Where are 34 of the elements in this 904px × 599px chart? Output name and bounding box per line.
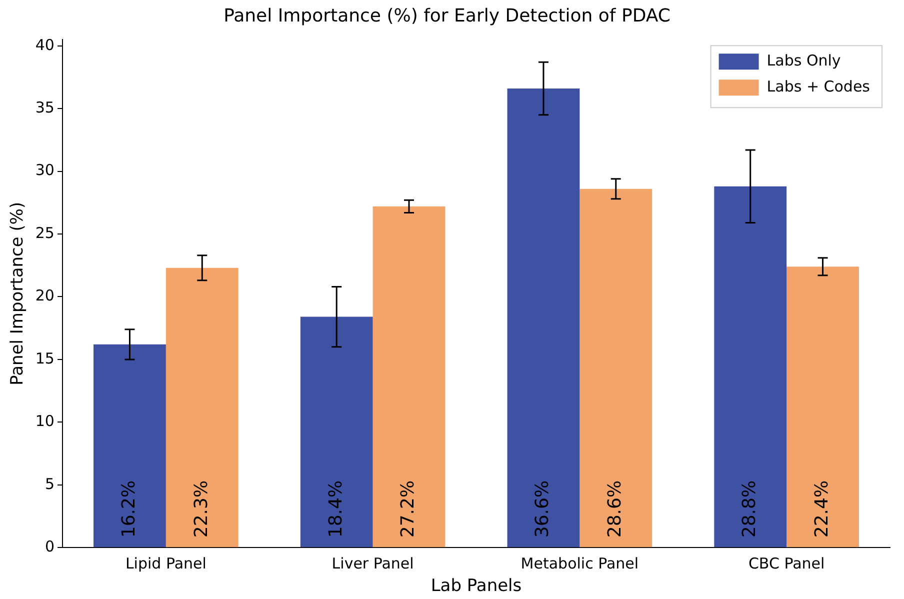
- x-tick-label: CBC Panel: [748, 554, 825, 572]
- data-label: 27.2%: [398, 480, 419, 538]
- legend-label: Labs Only: [766, 51, 841, 70]
- chart-title: Panel Importance (%) for Early Detection of PDAC: [224, 5, 670, 26]
- x-tick-label: Lipid Panel: [125, 554, 206, 572]
- y-tick-label: 30: [35, 161, 54, 180]
- bar: [300, 316, 373, 548]
- y-tick-label: 10: [35, 412, 54, 430]
- data-label: 18.4%: [325, 480, 346, 538]
- bar: [507, 88, 580, 548]
- y-tick-label: 20: [35, 286, 54, 305]
- data-label: 22.3%: [190, 480, 212, 538]
- x-tick-label: Liver Panel: [332, 554, 414, 572]
- data-label: 28.6%: [604, 480, 626, 538]
- y-axis-title: Panel Importance (%): [8, 202, 28, 386]
- legend-label: Labs + Codes: [766, 77, 870, 96]
- data-label: 22.4%: [811, 480, 832, 538]
- y-tick-label: 0: [44, 537, 54, 556]
- data-label: 36.6%: [532, 480, 554, 538]
- bar: [166, 268, 238, 548]
- y-tick-label: 25: [35, 224, 54, 242]
- bar: [786, 266, 859, 548]
- y-tick-label: 5: [44, 474, 54, 493]
- bar: [372, 206, 446, 548]
- y-tick-label: 40: [35, 36, 54, 54]
- x-tick-label: Metabolic Panel: [520, 554, 639, 572]
- y-tick-label: 15: [35, 349, 54, 368]
- bar: [580, 188, 652, 548]
- data-label: 16.2%: [118, 480, 140, 538]
- y-tick-label: 35: [35, 98, 54, 116]
- bar: [94, 344, 166, 548]
- bar: [714, 186, 787, 548]
- x-axis-title: Lab Panels: [430, 576, 522, 596]
- data-label: 28.8%: [739, 480, 760, 538]
